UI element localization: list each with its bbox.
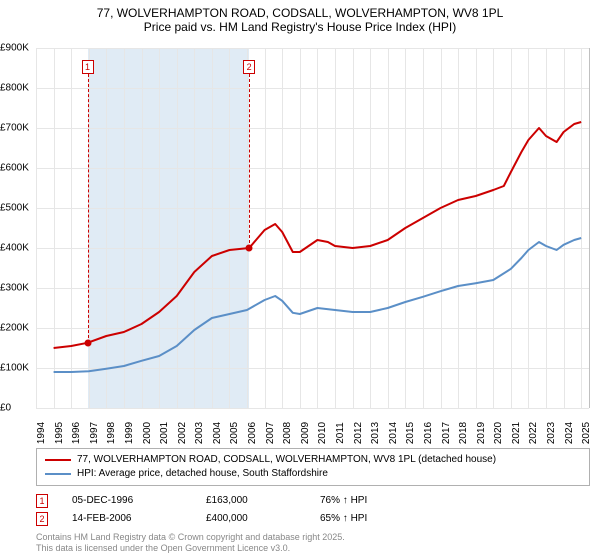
y-tick-label: £700K	[0, 123, 36, 134]
chart-svg	[36, 48, 590, 408]
x-tick-label: 2004	[212, 422, 223, 444]
x-tick-label: 2019	[476, 422, 487, 444]
y-tick-label: £200K	[0, 323, 36, 334]
x-tick-label: 1994	[36, 422, 47, 444]
y-tick-label: £300K	[0, 283, 36, 294]
legend-label: HPI: Average price, detached house, Sout…	[77, 467, 328, 481]
chart-marker-dot-1	[84, 339, 91, 346]
x-tick-label: 2021	[511, 422, 522, 444]
x-tick-label: 2011	[335, 422, 346, 444]
title-address: 77, WOLVERHAMPTON ROAD, CODSALL, WOLVERH…	[0, 6, 600, 20]
gridline-h	[36, 408, 589, 409]
y-tick-label: £0	[0, 403, 36, 414]
chart-marker-box-2: 2	[243, 60, 255, 74]
annotation-date: 14-FEB-2006	[72, 510, 182, 528]
x-tick-label: 2025	[581, 422, 592, 444]
x-tick-label: 1996	[71, 422, 82, 444]
x-tick-label: 2005	[229, 422, 240, 444]
x-tick-label: 2002	[177, 422, 188, 444]
y-tick-label: £100K	[0, 363, 36, 374]
x-tick-label: 2009	[300, 422, 311, 444]
x-tick-label: 2012	[353, 422, 364, 444]
copyright-line2: This data is licensed under the Open Gov…	[36, 543, 345, 554]
x-tick-label: 1998	[106, 422, 117, 444]
x-tick-label: 2007	[265, 422, 276, 444]
chart-plot-area: £0£100K£200K£300K£400K£500K£600K£700K£80…	[36, 48, 590, 408]
y-tick-label: £400K	[0, 243, 36, 254]
legend-label: 77, WOLVERHAMPTON ROAD, CODSALL, WOLVERH…	[77, 453, 496, 467]
x-tick-label: 2006	[247, 422, 258, 444]
x-tick-label: 2001	[159, 422, 170, 444]
annotation-delta: 65% ↑ HPI	[320, 510, 367, 528]
x-tick-label: 2023	[546, 422, 557, 444]
x-tick-label: 2024	[564, 422, 575, 444]
x-tick-label: 2022	[528, 422, 539, 444]
series-price_paid	[54, 122, 582, 348]
x-tick-label: 2020	[493, 422, 504, 444]
annotation-marker-box: 2	[36, 512, 48, 526]
x-tick-label: 2010	[317, 422, 328, 444]
legend-box: 77, WOLVERHAMPTON ROAD, CODSALL, WOLVERH…	[36, 448, 590, 486]
series-hpi	[54, 238, 582, 372]
annotation-row: 1 05-DEC-1996 £163,000 76% ↑ HPI	[36, 492, 590, 510]
x-tick-label: 2013	[370, 422, 381, 444]
annotation-price: £400,000	[206, 510, 296, 528]
x-tick-label: 1997	[89, 422, 100, 444]
legend-row: HPI: Average price, detached house, Sout…	[45, 467, 581, 481]
y-tick-label: £800K	[0, 83, 36, 94]
x-tick-label: 2015	[405, 422, 416, 444]
chart-marker-dot-2	[246, 245, 253, 252]
copyright-text: Contains HM Land Registry data © Crown c…	[36, 532, 345, 554]
x-tick-label: 2017	[441, 422, 452, 444]
legend-swatch	[45, 473, 71, 475]
x-tick-label: 2008	[282, 422, 293, 444]
title-block: 77, WOLVERHAMPTON ROAD, CODSALL, WOLVERH…	[0, 0, 600, 38]
chart-container: 77, WOLVERHAMPTON ROAD, CODSALL, WOLVERH…	[0, 0, 600, 560]
annotation-row: 2 14-FEB-2006 £400,000 65% ↑ HPI	[36, 510, 590, 528]
y-tick-label: £500K	[0, 203, 36, 214]
annotation-marker-box: 1	[36, 494, 48, 508]
copyright-line1: Contains HM Land Registry data © Crown c…	[36, 532, 345, 543]
annotation-delta: 76% ↑ HPI	[320, 492, 367, 510]
annotation-table: 1 05-DEC-1996 £163,000 76% ↑ HPI 2 14-FEB-200…	[36, 492, 590, 528]
x-tick-label: 2016	[423, 422, 434, 444]
chart-marker-box-1: 1	[82, 60, 94, 74]
legend-swatch	[45, 459, 71, 461]
x-tick-label: 2003	[194, 422, 205, 444]
chart-marker-line-2	[249, 74, 250, 248]
x-tick-label: 2018	[458, 422, 469, 444]
annotation-price: £163,000	[206, 492, 296, 510]
chart-marker-line-1	[88, 74, 89, 343]
x-tick-label: 2014	[388, 422, 399, 444]
title-subtitle: Price paid vs. HM Land Registry's House …	[0, 20, 600, 34]
x-tick-label: 1999	[124, 422, 135, 444]
legend-row: 77, WOLVERHAMPTON ROAD, CODSALL, WOLVERH…	[45, 453, 581, 467]
annotation-date: 05-DEC-1996	[72, 492, 182, 510]
y-tick-label: £900K	[0, 43, 36, 54]
x-tick-label: 2000	[142, 422, 153, 444]
y-tick-label: £600K	[0, 163, 36, 174]
x-tick-label: 1995	[54, 422, 65, 444]
